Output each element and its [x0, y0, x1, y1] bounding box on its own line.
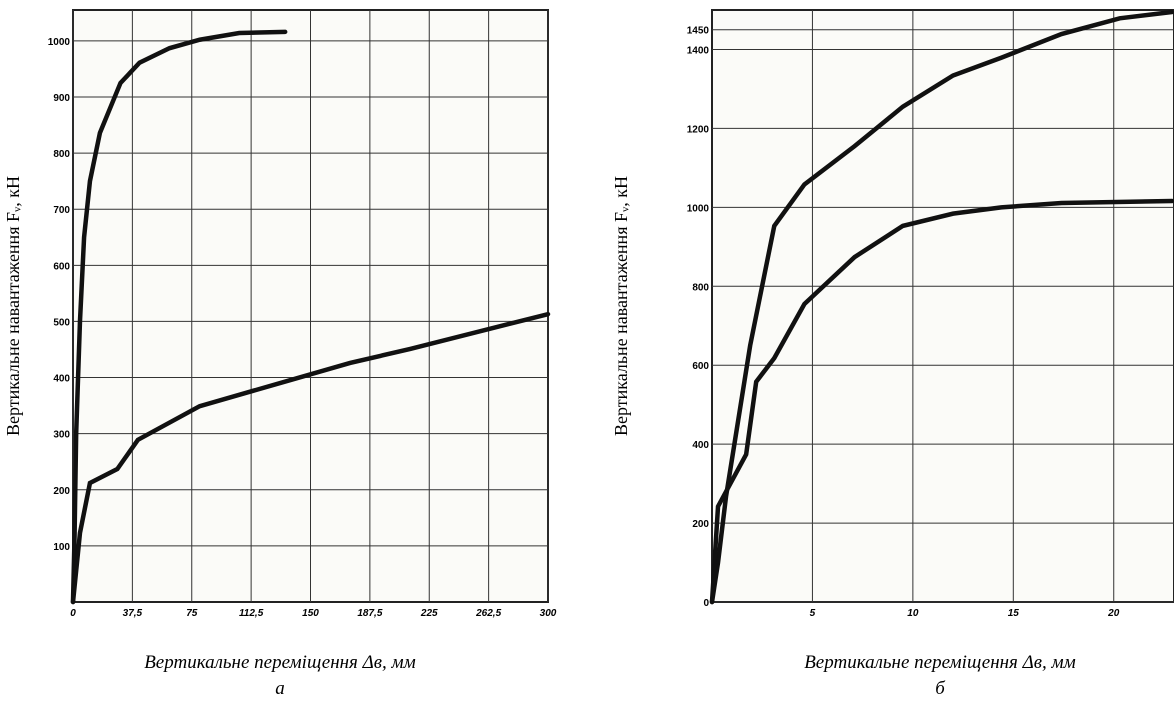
y-tick-label: 700 [53, 205, 70, 216]
data-line [70, 29, 288, 605]
y-tick-label: 200 [53, 486, 70, 497]
y-tick-label: 1000 [687, 203, 710, 214]
y-tick-label: 600 [53, 261, 70, 272]
x-tick-label: 10 [907, 608, 919, 619]
x-tick-label: 262,5 [475, 608, 501, 619]
x-tick-label: 187,5 [357, 608, 382, 619]
x-axis-title: Вертикальне переміщення Δв, мм [144, 652, 416, 673]
x-tick-label: 75 [186, 608, 198, 619]
y-tick-label: 0 [703, 598, 709, 609]
y-tick-label: 300 [53, 430, 70, 441]
y-tick-label: 100 [53, 542, 70, 553]
panel-label: а [275, 678, 285, 699]
y-tick-label: 1000 [48, 37, 71, 48]
panel-label: б [935, 678, 946, 699]
x-tick-label: 300 [540, 608, 557, 619]
x-tick-label: 0 [70, 608, 76, 619]
y-axis-title: Вертикальне навантаження Fᵥ, кН [3, 176, 23, 436]
x-tick-label: 225 [420, 608, 438, 619]
data-line [709, 198, 1174, 605]
y-tick-label: 600 [692, 361, 709, 372]
y-tick-label: 1400 [687, 45, 710, 56]
y-tick-label: 200 [692, 519, 709, 530]
x-tick-label: 5 [810, 608, 816, 619]
y-tick-label: 400 [692, 440, 709, 451]
x-axis-title: Вертикальне переміщення Δв, мм [804, 652, 1076, 673]
y-tick-label: 900 [53, 93, 70, 104]
plot-area [711, 9, 1174, 603]
x-tick-label: 150 [302, 608, 319, 619]
x-tick-label: 20 [1107, 608, 1120, 619]
y-axis-title: Вертикальне навантаження Fᵥ, кН [611, 176, 631, 436]
x-tick-label: 15 [1008, 608, 1020, 619]
y-tick-label: 800 [53, 149, 70, 160]
x-tick-label: 112,5 [239, 608, 264, 619]
y-tick-label: 1450 [687, 26, 710, 37]
data-line [70, 311, 551, 605]
y-tick-label: 400 [53, 374, 70, 385]
y-tick-label: 500 [53, 317, 70, 328]
y-tick-label: 1200 [687, 124, 710, 135]
x-tick-label: 37,5 [123, 608, 143, 619]
y-tick-label: 800 [692, 282, 709, 293]
